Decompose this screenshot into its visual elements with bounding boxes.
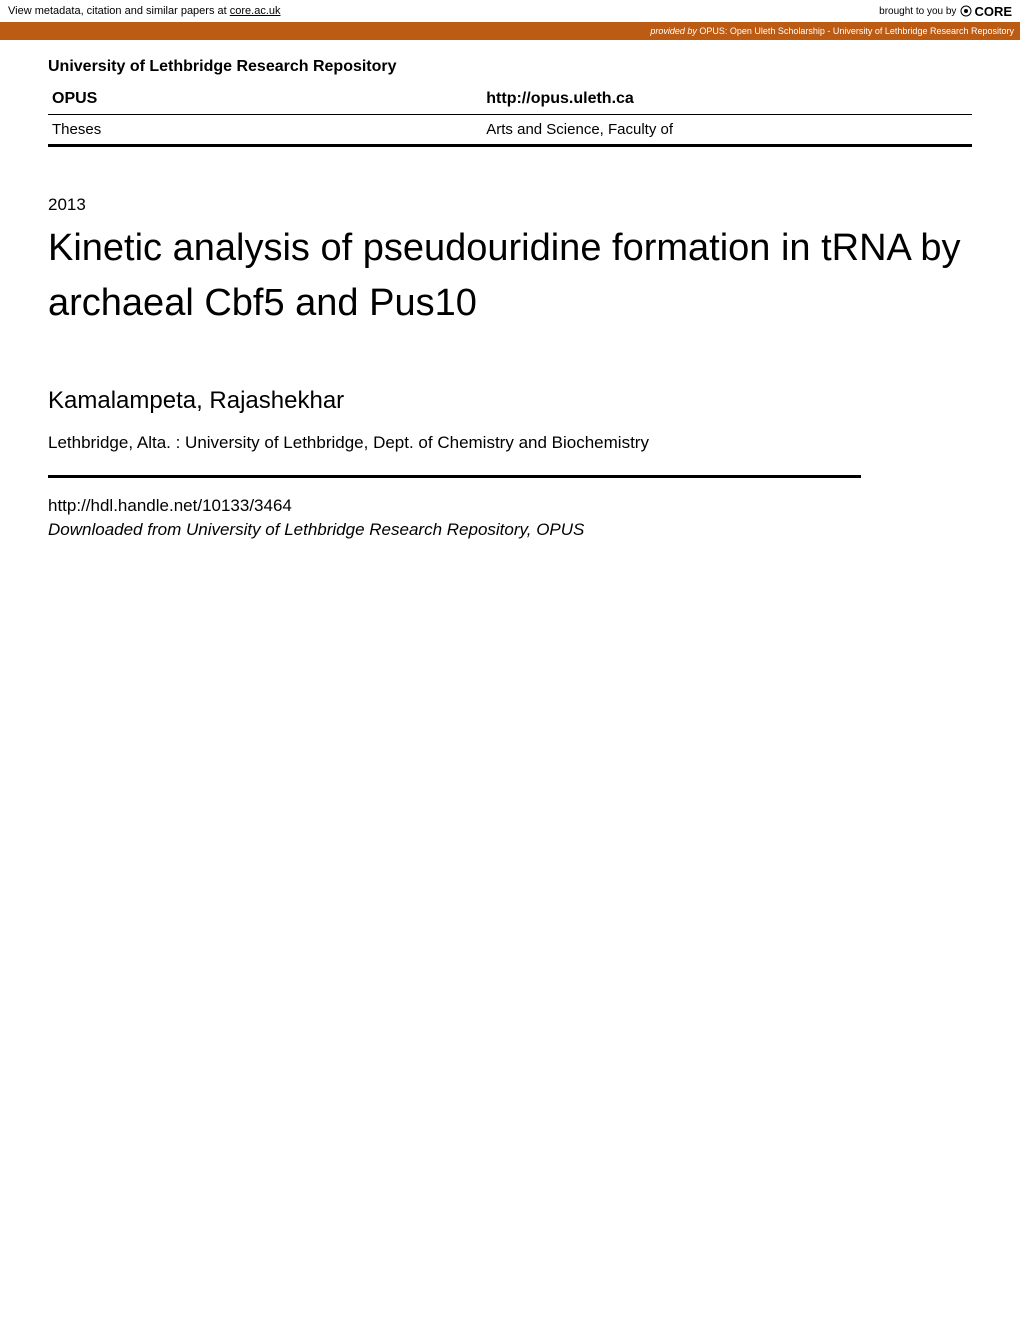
- provided-by-text: provided by OPUS: Open Uleth Scholarship…: [650, 26, 1014, 36]
- opus-url[interactable]: http://opus.uleth.ca: [482, 84, 972, 114]
- opus-label: OPUS: [48, 84, 482, 114]
- divider-line: [48, 475, 861, 478]
- core-label: CORE: [974, 4, 1012, 19]
- opus-row: OPUS http://opus.uleth.ca: [48, 84, 972, 115]
- top-banner: View metadata, citation and similar pape…: [0, 0, 1020, 22]
- download-text: Downloaded from University of Lethbridge…: [48, 520, 972, 540]
- year-label: 2013: [48, 195, 972, 215]
- core-link[interactable]: core.ac.uk: [230, 5, 281, 17]
- collection-label: Theses: [48, 115, 482, 144]
- metadata-link-text: View metadata, citation and similar pape…: [8, 5, 281, 17]
- brought-text: brought to you by: [879, 6, 956, 17]
- collection-row: Theses Arts and Science, Faculty of: [48, 115, 972, 147]
- author-name: Kamalampeta, Rajashekhar: [48, 387, 972, 415]
- repo-title: University of Lethbridge Research Reposi…: [48, 58, 972, 76]
- document-title: Kinetic analysis of pseudouridine format…: [48, 221, 972, 331]
- brought-to-you: brought to you by CORE: [879, 4, 1012, 19]
- orange-bar: provided by OPUS: Open Uleth Scholarship…: [0, 22, 1020, 40]
- core-icon: [960, 5, 972, 17]
- metadata-prefix: View metadata, citation and similar pape…: [8, 5, 230, 17]
- content-area: University of Lethbridge Research Reposi…: [0, 40, 1020, 540]
- faculty-label: Arts and Science, Faculty of: [482, 115, 972, 144]
- core-logo[interactable]: CORE: [960, 4, 1012, 19]
- handle-url[interactable]: http://hdl.handle.net/10133/3464: [48, 496, 972, 516]
- affiliation-text: Lethbridge, Alta. : University of Lethbr…: [48, 433, 972, 453]
